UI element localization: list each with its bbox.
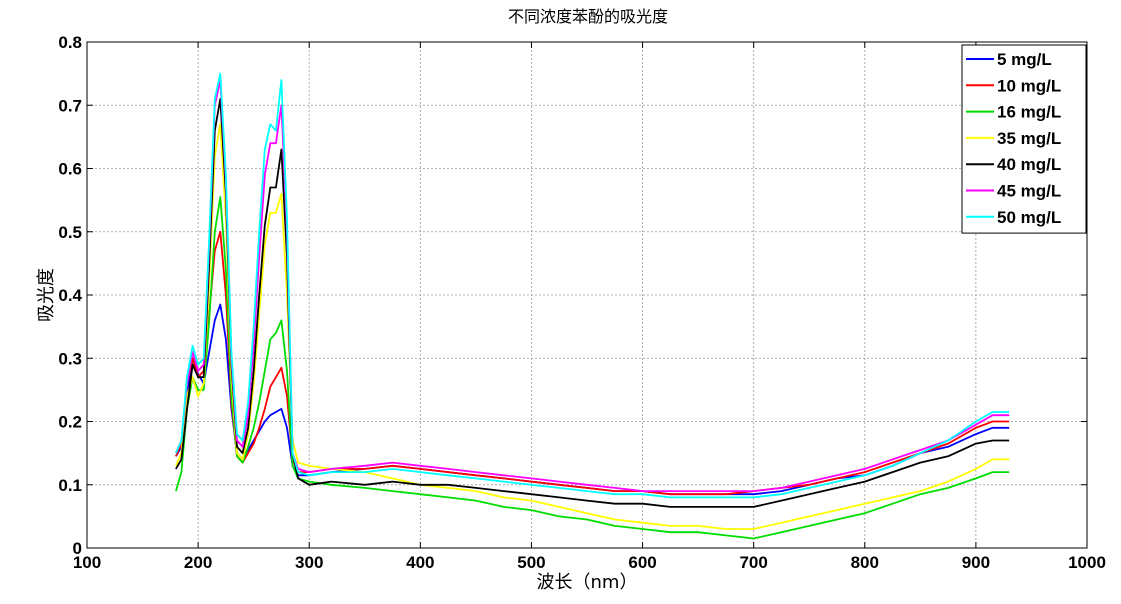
series-lines [175,72,1010,540]
series-line-3 [175,196,1010,540]
x-tick-label: 100 [73,553,101,572]
x-tick-label: 1000 [1068,553,1106,572]
y-axis-title: 吸光度 [36,268,57,322]
series-line-7 [175,72,1010,499]
legend-box [961,44,1087,234]
x-tick-label: 200 [184,553,212,572]
legend-entry: 45 mg/L [997,182,1061,201]
grid-lines [87,42,1087,548]
legend: 5 mg/L 10 mg/L 16 mg/L 35 mg/L 40 mg/L 45 mg/… [961,44,1087,234]
series-line-5 [175,98,1010,508]
y-tick-label: 0.8 [58,33,82,52]
x-axis-title: 波长（nm） [537,572,638,593]
series-line-6 [175,79,1010,493]
x-tick-label: 400 [406,553,434,572]
series-line-2 [175,230,1010,496]
legend-entry: 10 mg/L [997,76,1061,95]
legend-entry: 40 mg/L [997,155,1061,174]
x-tick-label: 500 [517,553,545,572]
legend-entry: 50 mg/L [997,208,1061,227]
y-tick-label: 0.5 [58,223,82,242]
x-tick-label: 600 [628,553,656,572]
y-tick-label: 0.6 [58,160,82,179]
x-tick-label: 300 [295,553,323,572]
series-line-4 [175,123,1010,530]
y-tick-label: 0.7 [58,96,82,115]
y-tick-label: 0.1 [58,476,82,495]
legend-entry: 5 mg/L [997,50,1052,69]
legend-entry: 35 mg/L [997,129,1061,148]
chart-title: 不同浓度苯酚的吸光度 [508,7,668,26]
axis-ticks: 100 200 300 400 500 600 700 800 900 1000 0 0.1 0.2 0.… [58,33,1106,572]
y-tick-label: 0.3 [58,349,82,368]
x-tick-label: 900 [962,553,990,572]
legend-entry: 16 mg/L [997,103,1061,122]
y-tick-label: 0.2 [58,413,82,432]
y-tick-label: 0 [73,539,82,558]
y-tick-label: 0.4 [58,286,82,305]
x-tick-label: 700 [739,553,767,572]
x-tick-label: 800 [851,553,879,572]
